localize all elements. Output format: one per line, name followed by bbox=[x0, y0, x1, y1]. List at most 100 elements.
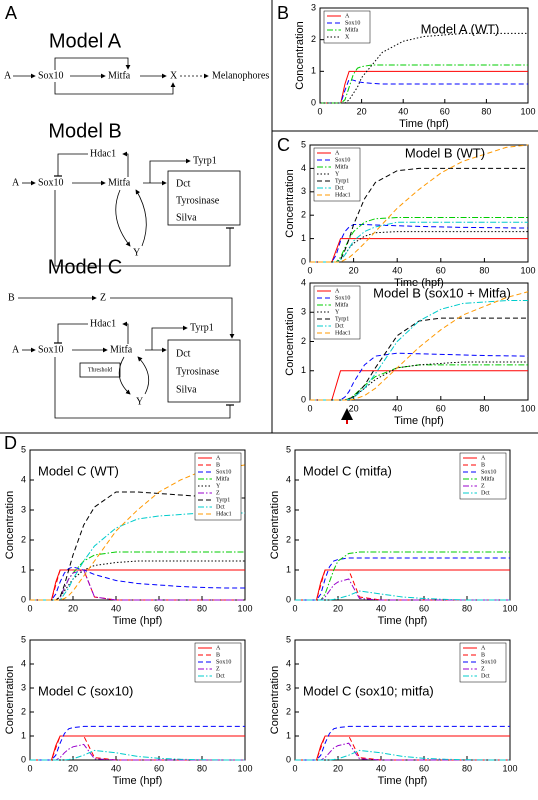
y-tick-label: 0 bbox=[301, 256, 306, 266]
box bbox=[167, 339, 241, 403]
x-tick-label: 60 bbox=[436, 265, 446, 275]
y-tick-label: 2 bbox=[286, 534, 291, 544]
x-tick-label: 40 bbox=[376, 603, 386, 613]
x-tick-label: 0 bbox=[317, 106, 322, 116]
y-tick-label: 5 bbox=[286, 444, 291, 454]
y-axis-label: Concentration bbox=[269, 666, 281, 735]
legend-label: Dct bbox=[335, 185, 344, 191]
legend-label: Sox10 bbox=[345, 20, 360, 26]
legend-label: Sox10 bbox=[335, 295, 350, 301]
y-tick-label: 1 bbox=[21, 730, 26, 740]
x-tick-label: 60 bbox=[440, 106, 450, 116]
y-tick-label: 3 bbox=[21, 682, 26, 692]
arrow bbox=[149, 158, 191, 183]
x-tick-label: 20 bbox=[68, 763, 78, 773]
x-axis-label: Time (hpf) bbox=[394, 415, 444, 427]
y-tick-label: 3 bbox=[286, 504, 291, 514]
y-tick-label: 1 bbox=[286, 564, 291, 574]
x-axis-label: Time (hpf) bbox=[399, 118, 449, 130]
node: Tyrosinase bbox=[176, 366, 220, 377]
x-tick-label: 100 bbox=[520, 106, 535, 116]
y-tick-label: 3 bbox=[286, 682, 291, 692]
arrow bbox=[122, 151, 129, 177]
box bbox=[79, 362, 121, 378]
y-tick-label: 0 bbox=[286, 594, 291, 604]
series-line bbox=[310, 370, 528, 401]
x-tick-label: 60 bbox=[419, 603, 429, 613]
legend-label: Sox10 bbox=[216, 469, 231, 475]
x-tick-label: 100 bbox=[502, 763, 517, 773]
inhibition bbox=[54, 357, 234, 419]
series-line bbox=[30, 725, 245, 761]
x-tick-label: 80 bbox=[481, 106, 491, 116]
x-tick-label: 60 bbox=[419, 763, 429, 773]
y-tick-label: 4 bbox=[21, 658, 26, 668]
legend-label: Dct bbox=[481, 673, 490, 679]
y-axis-label: Concentration bbox=[284, 169, 296, 238]
node: Tyrosinase bbox=[176, 195, 220, 206]
series-line bbox=[30, 464, 246, 601]
node: Mitfa bbox=[110, 344, 133, 355]
node: Z bbox=[100, 292, 106, 303]
y-axis-label: Concentration bbox=[294, 21, 306, 90]
y-tick-label: 4 bbox=[21, 474, 26, 484]
legend-label: Sox10 bbox=[216, 659, 231, 665]
box bbox=[167, 170, 241, 226]
plot-frame bbox=[309, 144, 529, 263]
series-line bbox=[310, 238, 528, 263]
x-tick-label: 60 bbox=[436, 403, 446, 413]
x-tick-label: 0 bbox=[292, 763, 297, 773]
x-tick-label: 40 bbox=[392, 403, 402, 413]
y-tick-label: 2 bbox=[301, 336, 306, 346]
y-axis-label: Concentration bbox=[4, 491, 16, 560]
x-tick-label: 80 bbox=[462, 763, 472, 773]
arrow bbox=[110, 297, 235, 339]
series-line bbox=[295, 590, 510, 601]
legend-label: Z bbox=[216, 666, 220, 672]
series-line bbox=[310, 221, 528, 263]
y-tick-label: 0 bbox=[21, 594, 26, 604]
legend-label: Mitfa bbox=[335, 301, 349, 308]
series-line bbox=[310, 291, 529, 401]
x-tick-label: 60 bbox=[154, 763, 164, 773]
node: Dct bbox=[176, 348, 191, 359]
arrow bbox=[137, 356, 150, 395]
series-line bbox=[295, 735, 510, 761]
y-tick-label: 1 bbox=[286, 730, 291, 740]
x-tick-label: 80 bbox=[462, 603, 472, 613]
series-line bbox=[30, 566, 245, 601]
node: A bbox=[12, 177, 20, 188]
panel-label: B bbox=[277, 3, 289, 23]
series-line bbox=[320, 32, 528, 104]
legend-label: Z bbox=[481, 483, 485, 489]
legend-label: B bbox=[216, 462, 220, 468]
plot-frame bbox=[319, 7, 529, 104]
legend-label: Dct bbox=[216, 504, 225, 510]
arrow bbox=[115, 189, 131, 247]
x-tick-label: 100 bbox=[520, 403, 535, 413]
series-line bbox=[30, 749, 245, 761]
arrow bbox=[135, 189, 147, 247]
x-tick-label: 0 bbox=[27, 603, 32, 613]
x-axis-label: Time (hpf) bbox=[378, 775, 428, 787]
chart-title: Model C (sox10; mitfa) bbox=[303, 683, 434, 698]
y-tick-label: 0 bbox=[301, 394, 306, 404]
diagram-title: Model A bbox=[49, 30, 122, 52]
legend-label: Hdac1 bbox=[335, 192, 351, 198]
series-line bbox=[310, 217, 528, 263]
legend-label: A bbox=[481, 455, 486, 461]
x-tick-label: 100 bbox=[237, 763, 252, 773]
y-tick-label: 4 bbox=[286, 474, 291, 484]
legend-label: B bbox=[216, 652, 220, 658]
y-tick-label: 5 bbox=[286, 634, 291, 644]
x-tick-label: 0 bbox=[307, 403, 312, 413]
series-line bbox=[310, 224, 529, 263]
arrow bbox=[54, 82, 176, 95]
legend-label: A bbox=[216, 645, 221, 651]
y-tick-label: 0 bbox=[286, 754, 291, 764]
legend-label: Z bbox=[481, 666, 485, 672]
series-line bbox=[295, 557, 510, 601]
legend-label: Y bbox=[335, 309, 340, 315]
x-tick-label: 80 bbox=[197, 603, 207, 613]
